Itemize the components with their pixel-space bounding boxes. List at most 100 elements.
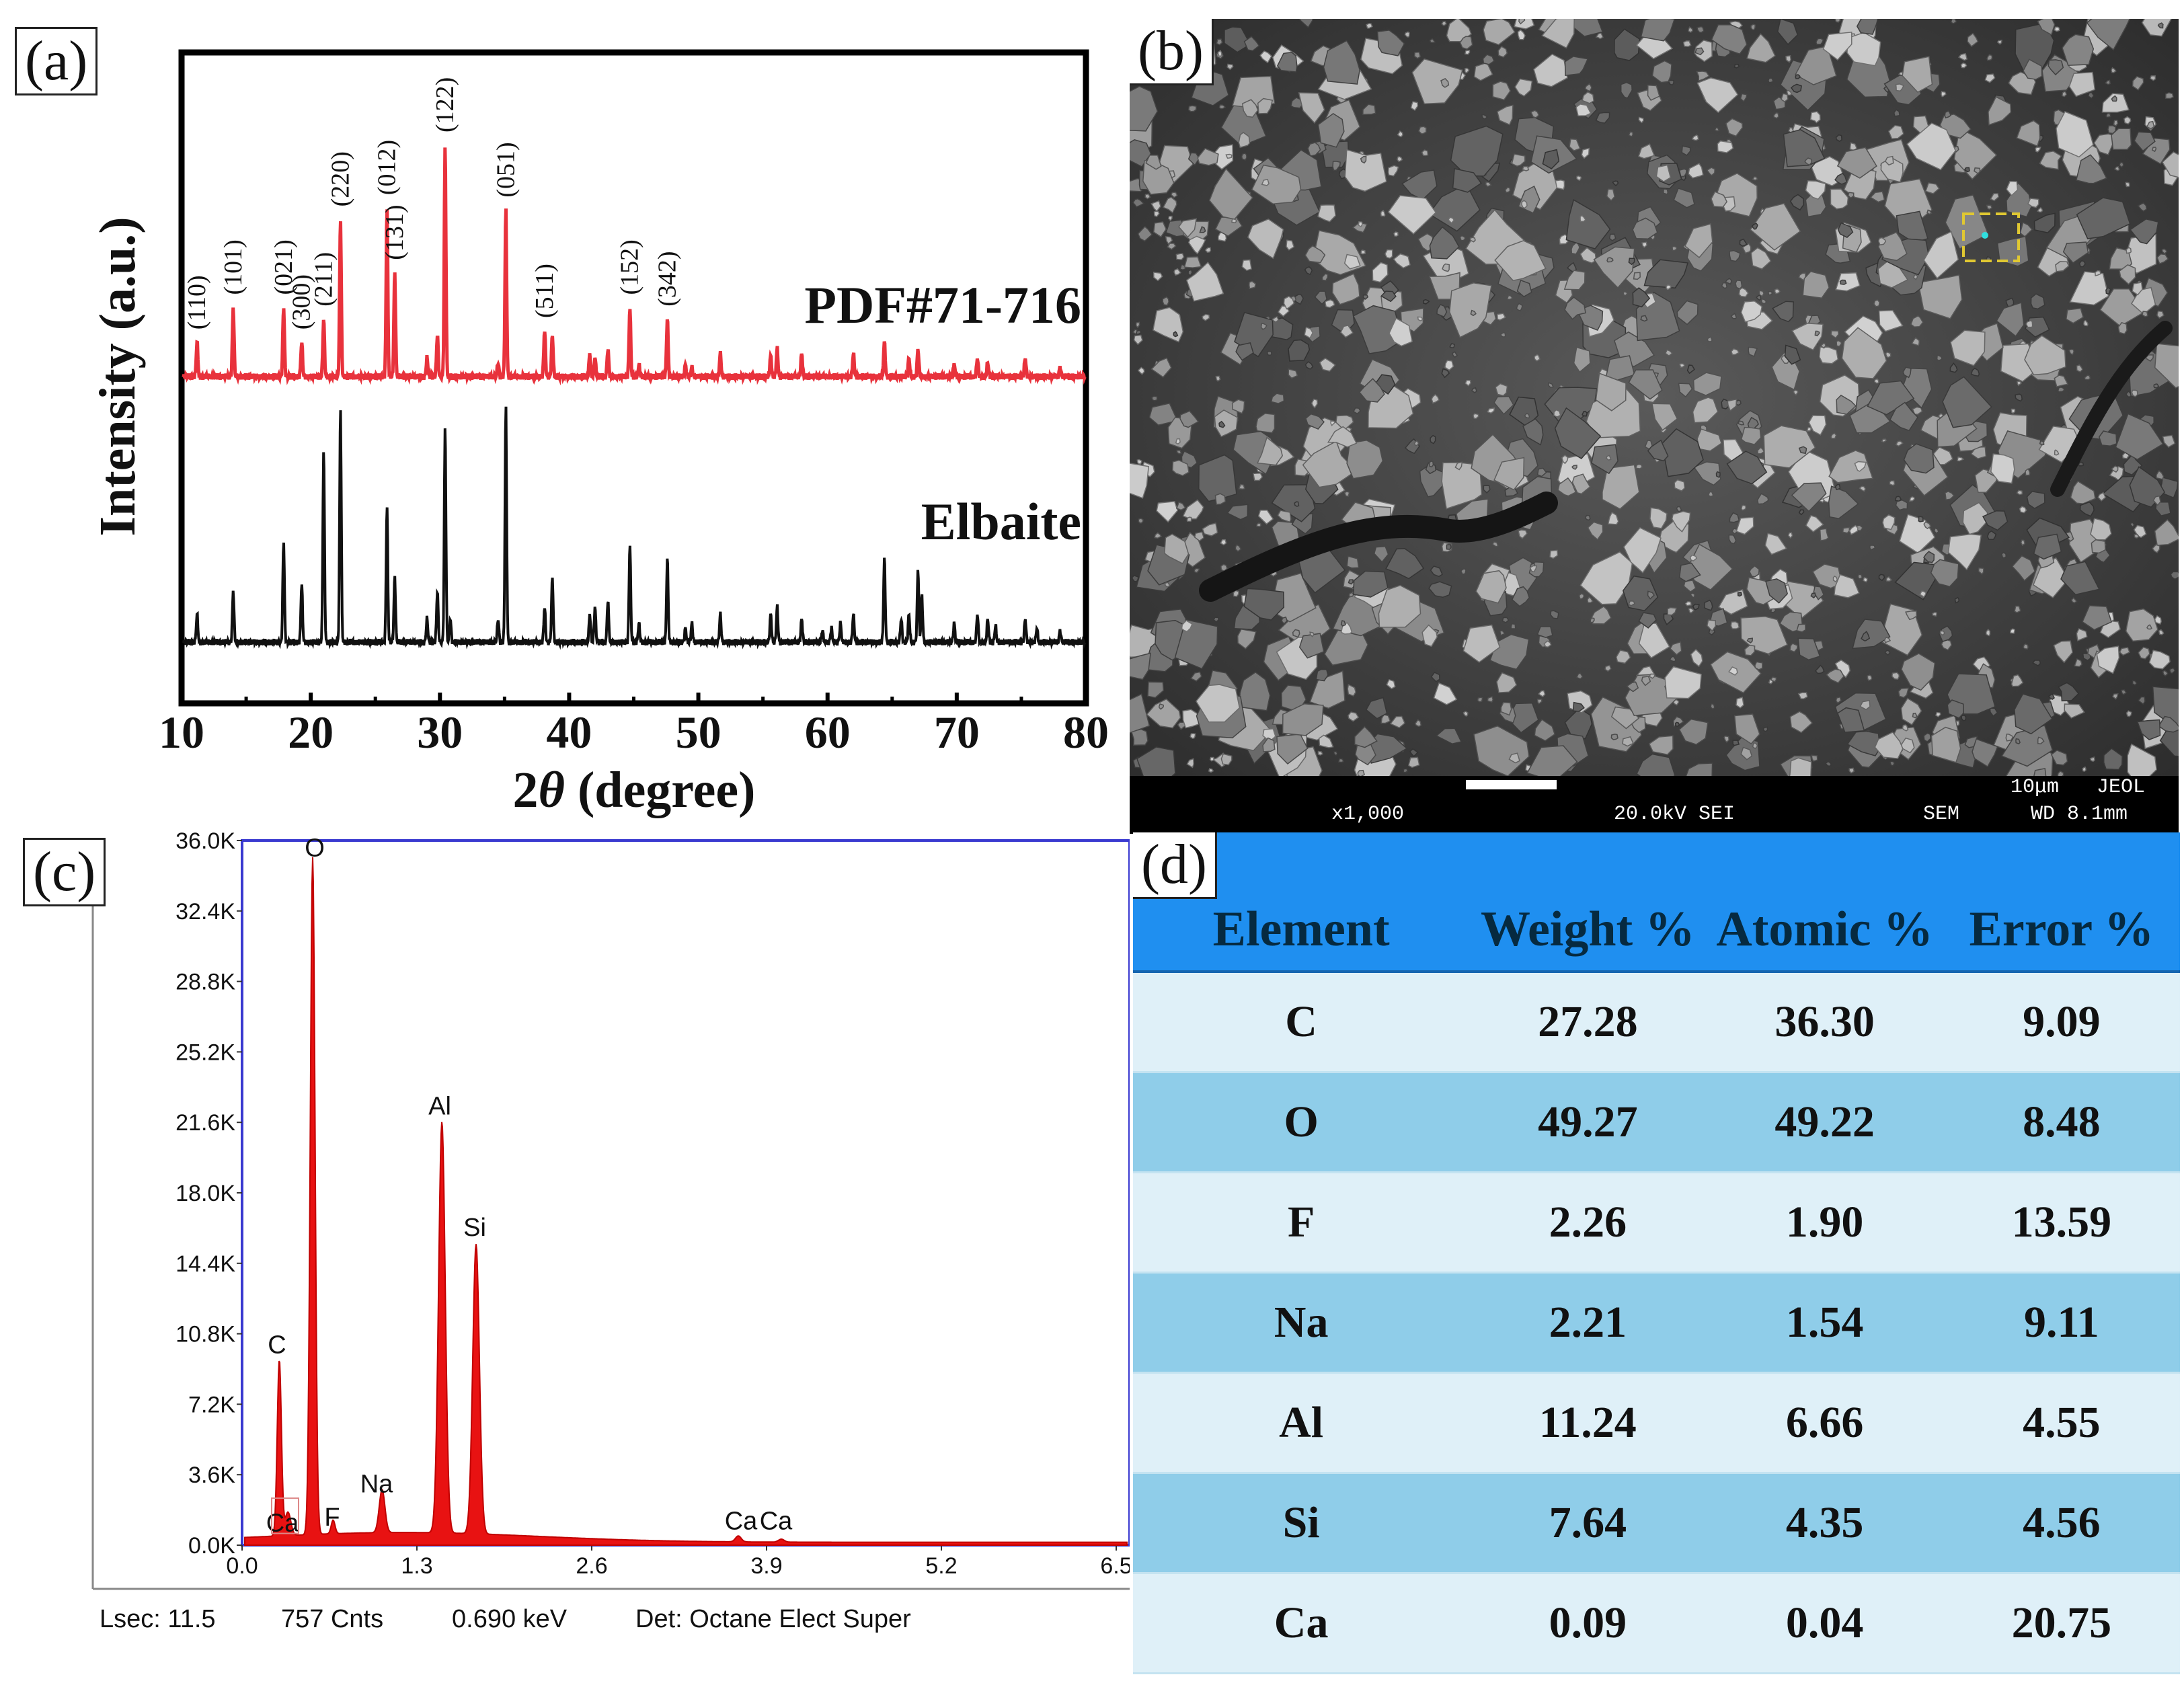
sem-grain (1830, 188, 1849, 210)
sem-grain (1696, 428, 1722, 452)
sem-grain (1487, 696, 1494, 703)
element-table-panel: Element Weight % Atomic % Error % C 27.28… (1133, 832, 2180, 1674)
sem-grain (1538, 690, 1546, 697)
sem-grain (1162, 296, 1169, 306)
sem-grain (2103, 748, 2123, 771)
sem-grain (2033, 768, 2047, 776)
sem-grain (1318, 734, 1334, 748)
sem-grain (1841, 327, 1887, 379)
sem-grain (1717, 140, 1734, 153)
sem-grain (1517, 29, 1526, 40)
sem-grain (1418, 126, 1427, 134)
sem-grain (2142, 311, 2148, 317)
sem-analysis-point (1982, 232, 1988, 239)
sem-dark-fiber (1199, 492, 1558, 602)
sem-grain (1214, 493, 1226, 506)
sem-grain (1675, 721, 1680, 727)
sem-grain (1360, 155, 1367, 164)
sem-grain (1542, 149, 1560, 169)
miller-index-label: (152) (616, 239, 644, 295)
sem-grain (1151, 395, 1158, 401)
sem-grain (1281, 616, 1288, 625)
sem-grain (1781, 93, 1789, 103)
sem-grain (1941, 639, 1952, 651)
xrd-x-label-theta: θ (539, 762, 565, 818)
sem-grain (1190, 671, 1202, 682)
sem-grain (2104, 79, 2111, 85)
sem-grain (1442, 263, 1450, 272)
sem-grain (1893, 109, 1901, 117)
sem-grain (1689, 554, 1698, 562)
sem-grain (1373, 545, 1389, 563)
sem-grain (2136, 719, 2161, 740)
sem-grain (1137, 225, 1153, 242)
sem-grain (1483, 19, 1516, 46)
sem-grain (2054, 375, 2069, 388)
sem-grain (1694, 47, 1705, 56)
sem-grain (1809, 111, 1821, 124)
header-weight: Weight % (1469, 832, 1707, 973)
sem-grain (2074, 658, 2082, 667)
sem-grain (1963, 167, 1970, 173)
sem-grain (1692, 372, 1722, 396)
sem-grain (1148, 402, 1179, 426)
sem-grain (1288, 368, 1298, 379)
sem-grain (1736, 516, 1754, 535)
sem-grain (1584, 514, 1591, 521)
sem-grain (1283, 295, 1295, 310)
sem-grain (1497, 313, 1506, 321)
cell-error: 8.48 (1943, 1072, 2180, 1174)
sem-grain (1500, 331, 1506, 338)
sem-grain (2000, 724, 2054, 767)
sem-grain (1687, 26, 1694, 33)
sem-grain (2030, 293, 2045, 310)
sem-grain (1605, 455, 1612, 461)
sem-grain (1956, 456, 1965, 462)
miller-index-label: (511) (531, 264, 559, 318)
sem-grain (2152, 543, 2160, 553)
sem-grain (1818, 346, 1839, 364)
sem-grain (2131, 389, 2138, 397)
sem-grain (1365, 697, 1388, 719)
sem-grain (1640, 19, 1676, 42)
sem-grain (2082, 604, 2113, 631)
sem-grain (1696, 77, 1739, 114)
sem-grain (1889, 480, 1896, 486)
sem-grain (1175, 253, 1185, 260)
sem-grain (2023, 58, 2043, 80)
sem-grain (1791, 323, 1824, 351)
sem-grain (1348, 579, 1354, 585)
sem-grain (1464, 67, 1470, 74)
sem-grain (1789, 642, 1798, 653)
sem-grain (1181, 619, 1193, 633)
sem-grain (1174, 619, 1218, 670)
sem-grain (1516, 279, 1532, 298)
sem-grain (1504, 186, 1511, 193)
sem-grain (1909, 496, 1915, 502)
sem-grain (1887, 124, 1904, 140)
sem-grain (1543, 640, 1552, 648)
sem-grain (1135, 329, 1142, 335)
sem-grain (1314, 290, 1328, 305)
eds-y-tick-label: 10.8K (176, 1322, 235, 1347)
panel-label-c: (c) (23, 838, 106, 906)
sem-grain (1323, 40, 1360, 85)
sem-grain (1711, 24, 1748, 55)
sem-grain (1536, 467, 1547, 477)
sem-grain (1296, 549, 1346, 594)
sem-grain (1846, 730, 1881, 756)
sem-grain (1772, 301, 1794, 323)
sem-voltage: 20.0kV SEI (1614, 803, 1736, 826)
sem-grain (1571, 241, 1580, 255)
sem-grain (2161, 248, 2168, 255)
sem-grain (1417, 316, 1424, 321)
sem-grain (1413, 440, 1419, 446)
sem-grain (1986, 628, 1991, 637)
cell-atomic: 1.90 (1706, 1172, 1943, 1274)
sem-grain (2134, 533, 2140, 539)
sem-grain (1330, 420, 1335, 426)
sem-grain (1372, 262, 1389, 283)
sem-grain (1744, 644, 1756, 656)
sem-grain (1411, 58, 1463, 105)
sem-grain (2054, 449, 2060, 456)
